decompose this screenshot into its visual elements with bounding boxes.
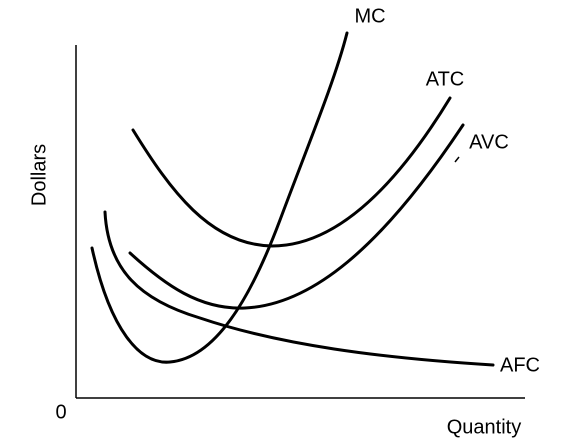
y-axis-label: Dollars xyxy=(28,144,50,206)
curve-label: MC xyxy=(354,5,385,27)
stray-mark xyxy=(454,156,460,163)
curve-label: AFC xyxy=(500,354,540,376)
mc-curve xyxy=(90,31,349,364)
curve-label: AVC xyxy=(469,131,509,153)
atc-curve xyxy=(131,96,452,248)
curve-label: ATC xyxy=(426,68,465,90)
avc-curve xyxy=(128,123,465,310)
origin-label: 0 xyxy=(55,401,66,423)
afc-curve xyxy=(103,210,495,367)
x-axis-label: Quantity xyxy=(447,416,521,438)
